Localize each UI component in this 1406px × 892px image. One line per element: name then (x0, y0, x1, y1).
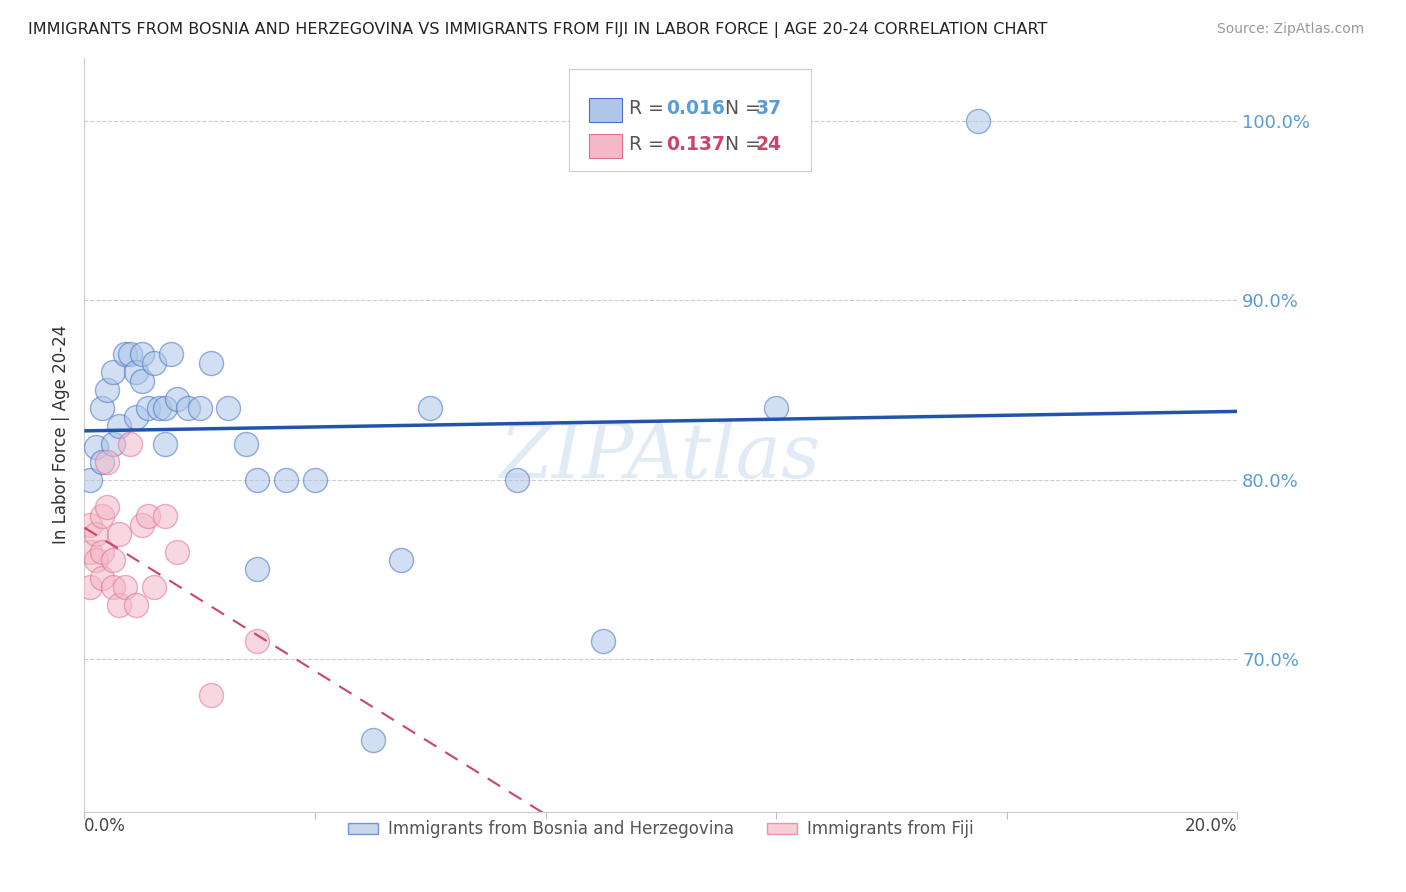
Point (79, 544, 101, 558)
Point (90, 401, 112, 415)
Point (114, 581, 136, 595)
Point (967, 113, 990, 128)
Point (166, 544, 188, 558)
Point (108, 418, 131, 433)
Text: IMMIGRANTS FROM BOSNIA AND HERZEGOVINA VS IMMIGRANTS FROM FIJI IN LABOR FORCE | : IMMIGRANTS FROM BOSNIA AND HERZEGOVINA V… (28, 22, 1047, 38)
Point (84, 526, 107, 541)
Point (79, 517, 101, 532)
Point (235, 437, 257, 451)
Point (103, 553, 124, 567)
Point (90, 544, 112, 558)
Text: 20.0%: 20.0% (1185, 817, 1237, 835)
Text: N =: N = (713, 99, 766, 118)
Point (506, 473, 529, 487)
Text: 24: 24 (755, 136, 782, 154)
Text: Source: ZipAtlas.com: Source: ZipAtlas.com (1216, 22, 1364, 37)
Point (246, 634, 269, 648)
Legend: Immigrants from Bosnia and Herzegovina, Immigrants from Fiji: Immigrants from Bosnia and Herzegovina, … (342, 814, 980, 845)
Point (120, 347, 142, 361)
FancyBboxPatch shape (568, 70, 811, 171)
FancyBboxPatch shape (589, 134, 621, 158)
Point (153, 401, 176, 415)
Point (103, 581, 124, 595)
Point (125, 409, 148, 424)
Point (391, 553, 413, 567)
Point (131, 347, 153, 361)
Point (96, 383, 118, 397)
Point (153, 508, 176, 523)
Point (361, 733, 384, 747)
FancyBboxPatch shape (589, 98, 621, 122)
Text: R =: R = (628, 99, 669, 118)
Point (166, 392, 188, 406)
Point (177, 401, 200, 415)
Point (131, 517, 153, 532)
Point (120, 437, 142, 451)
Point (419, 401, 441, 415)
Point (142, 356, 165, 370)
Point (103, 437, 124, 451)
Point (200, 356, 222, 370)
Point (96, 455, 118, 469)
Point (84, 553, 107, 567)
Point (142, 581, 165, 595)
Point (103, 365, 124, 379)
Point (90, 571, 112, 585)
Point (90, 508, 112, 523)
Point (114, 347, 136, 361)
Text: 0.0%: 0.0% (84, 817, 127, 835)
Point (160, 347, 183, 361)
Point (125, 365, 148, 379)
Text: 0.137: 0.137 (666, 136, 725, 154)
Point (131, 374, 153, 388)
Text: N =: N = (713, 136, 766, 154)
Text: 0.016: 0.016 (666, 99, 725, 118)
Point (148, 401, 170, 415)
Point (79, 473, 101, 487)
Point (218, 401, 240, 415)
Point (90, 455, 112, 469)
Point (153, 437, 176, 451)
Point (136, 508, 159, 523)
Text: 37: 37 (755, 99, 782, 118)
Point (200, 688, 222, 702)
Point (188, 401, 211, 415)
Point (79, 581, 101, 595)
Point (84, 441, 107, 455)
Text: R =: R = (628, 136, 669, 154)
Point (765, 401, 787, 415)
Point (246, 562, 269, 576)
Point (304, 473, 326, 487)
Point (276, 473, 298, 487)
Point (592, 634, 614, 648)
Point (108, 599, 131, 613)
Point (108, 526, 131, 541)
Point (246, 473, 269, 487)
Point (125, 599, 148, 613)
Point (96, 500, 118, 514)
Point (136, 401, 159, 415)
Text: ZIPAtlas: ZIPAtlas (501, 420, 821, 494)
Y-axis label: In Labor Force | Age 20-24: In Labor Force | Age 20-24 (52, 326, 70, 544)
